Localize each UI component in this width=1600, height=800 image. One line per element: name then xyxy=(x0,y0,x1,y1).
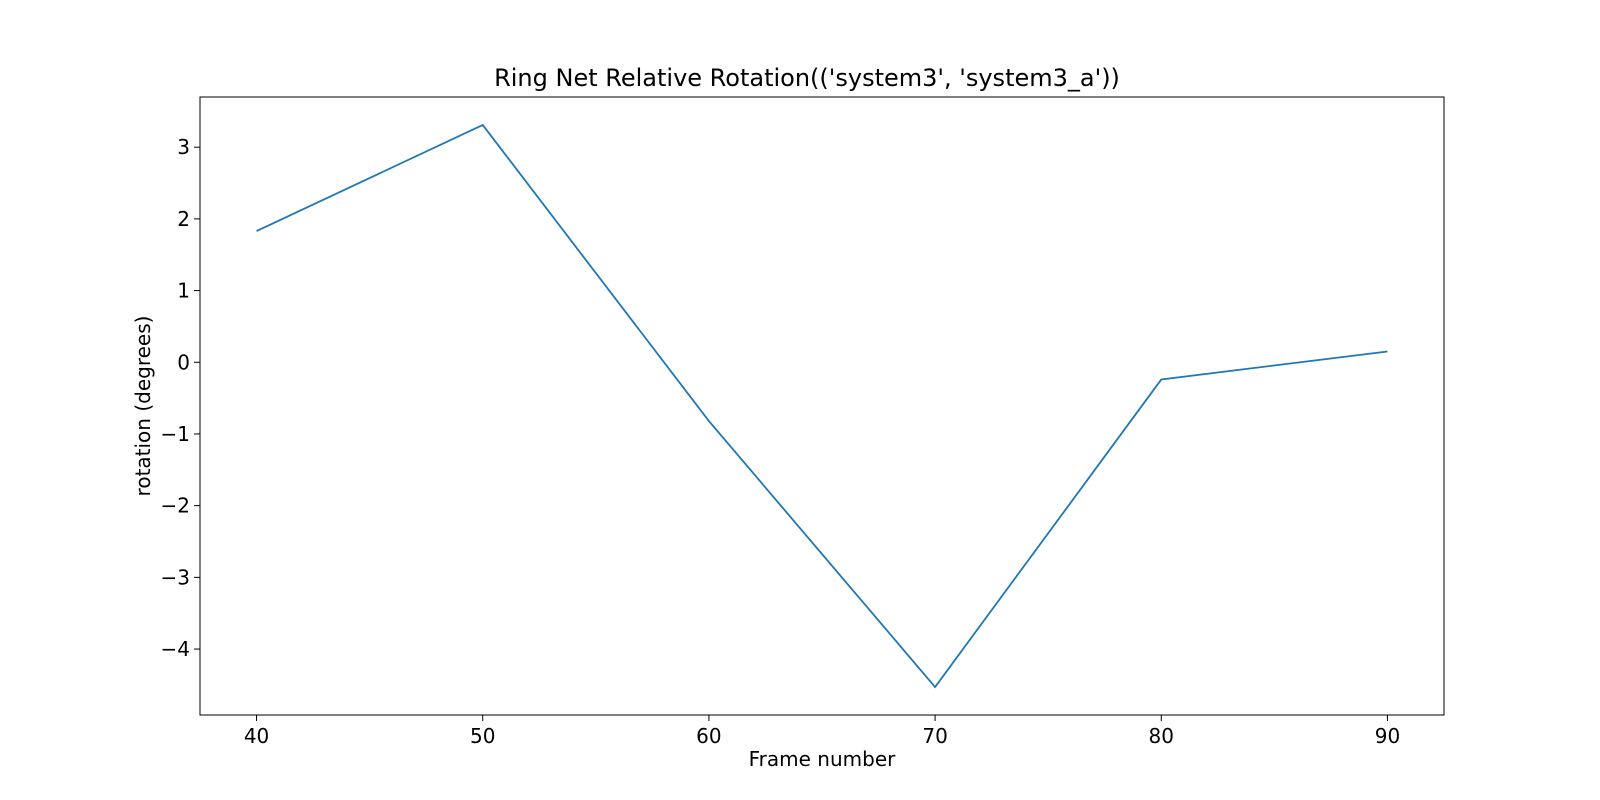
plot-frame xyxy=(199,96,1445,716)
y-tick-label: −2 xyxy=(161,494,190,518)
x-tick-label: 70 xyxy=(922,724,947,748)
y-axis: 3 2 1 0 −1 −2 −3 −4 xyxy=(161,135,200,661)
x-tick-label: 90 xyxy=(1375,724,1400,748)
y-tick-label: 1 xyxy=(177,279,190,303)
y-tick-label: 3 xyxy=(177,135,190,159)
chart-title: Ring Net Relative Rotation(('system3', '… xyxy=(494,64,1120,92)
y-tick-label: −3 xyxy=(161,565,190,589)
x-tick-label: 80 xyxy=(1149,724,1174,748)
x-tick-label: 40 xyxy=(244,724,269,748)
x-tick-label: 50 xyxy=(470,724,495,748)
x-tick-label: 60 xyxy=(696,724,721,748)
y-axis-label: rotation (degrees) xyxy=(131,316,155,497)
plot-line-layer xyxy=(256,123,1388,689)
y-tick-label: −4 xyxy=(161,637,190,661)
x-axis: 40 50 60 70 80 90 xyxy=(244,715,1400,748)
y-tick-label: 0 xyxy=(177,350,190,374)
y-tick-label: −1 xyxy=(161,422,190,446)
x-axis-label: Frame number xyxy=(749,747,897,771)
y-tick-label: 2 xyxy=(177,207,190,231)
series-line-0 xyxy=(256,123,1388,689)
